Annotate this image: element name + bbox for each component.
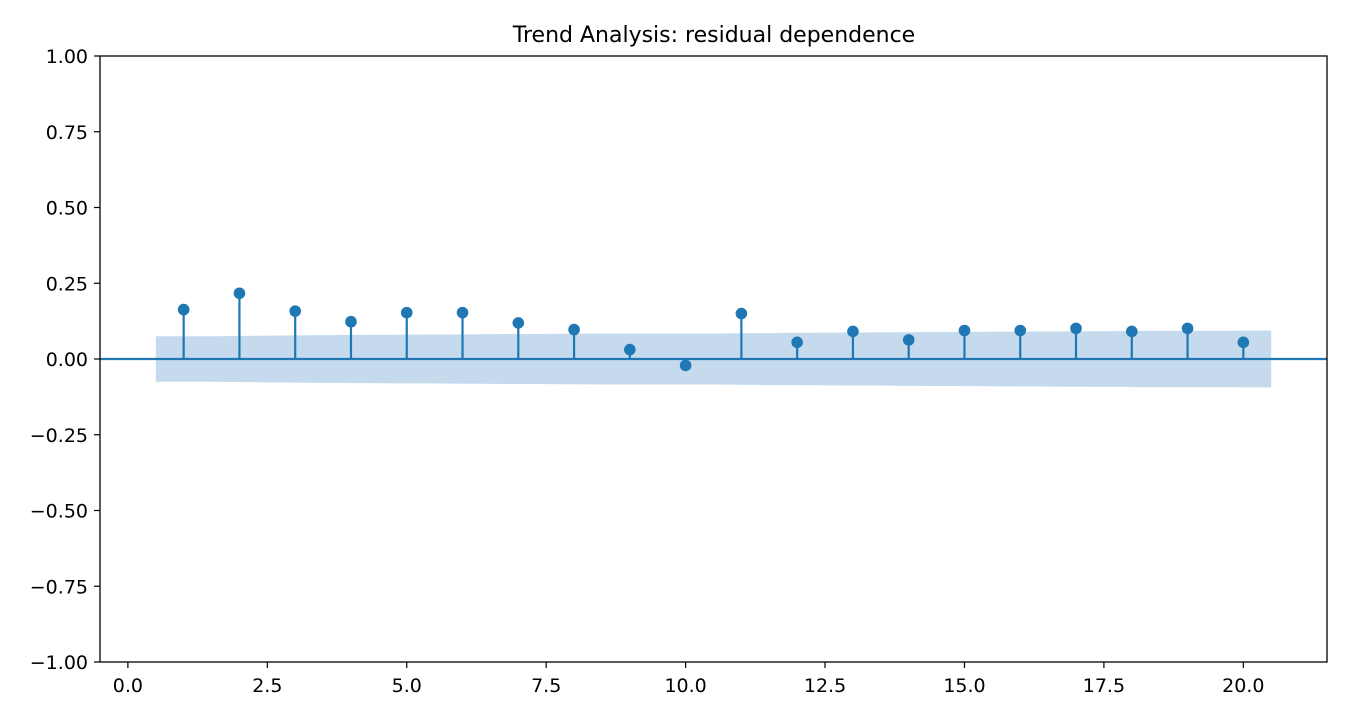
stem-marker	[958, 324, 971, 337]
stem-marker	[177, 303, 190, 316]
stem-marker	[289, 305, 302, 317]
y-tick-label: 0.50	[46, 198, 88, 220]
x-tick-label: 15.0	[943, 675, 985, 697]
x-axis-ticks: 0.0 2.5 5.0 7.5 10.0 12.5 15.0 17.5 20.0	[113, 662, 1264, 697]
chart-title: Trend Analysis: residual dependence	[512, 23, 915, 48]
y-tick-label: 0.00	[46, 349, 88, 371]
stem-marker	[1237, 336, 1250, 349]
y-tick-label: −0.25	[30, 425, 88, 447]
stem-marker	[1014, 324, 1027, 337]
y-tick-label: −0.75	[30, 576, 88, 598]
y-tick-label: 1.00	[46, 46, 88, 68]
y-tick-label: 0.75	[46, 122, 88, 144]
stem-marker	[791, 336, 803, 349]
y-tick-label: −1.00	[30, 652, 88, 674]
stem-marker	[512, 317, 525, 329]
x-tick-label: 10.0	[664, 675, 706, 697]
stem-marker	[735, 307, 748, 320]
stem-marker	[1070, 322, 1082, 335]
stem-marker	[679, 359, 692, 372]
x-tick-label: 12.5	[804, 675, 846, 697]
stem-layer	[177, 287, 1250, 372]
stem-marker	[568, 323, 580, 336]
x-tick-label: 0.0	[113, 675, 143, 697]
stem-marker	[1125, 325, 1138, 338]
x-tick-label: 17.5	[1083, 675, 1125, 697]
stem-marker	[400, 306, 413, 319]
stem-marker	[624, 343, 636, 356]
x-tick-label: 5.0	[392, 675, 422, 697]
x-tick-label: 20.0	[1222, 675, 1264, 697]
y-axis-ticks: 1.00 0.75 0.50 0.25 0.00 −0.25 −0.50 −0.75 −1.00	[30, 46, 100, 674]
stem-marker	[847, 325, 859, 338]
y-tick-label: 0.25	[46, 273, 88, 295]
stem-marker	[1181, 322, 1194, 335]
stem-marker	[902, 334, 915, 346]
y-tick-label: −0.50	[30, 501, 88, 523]
x-tick-label: 2.5	[252, 675, 282, 697]
stem-marker	[345, 315, 357, 328]
x-tick-label: 7.5	[531, 675, 561, 697]
stem-marker	[233, 287, 246, 300]
stem-marker	[456, 306, 469, 319]
